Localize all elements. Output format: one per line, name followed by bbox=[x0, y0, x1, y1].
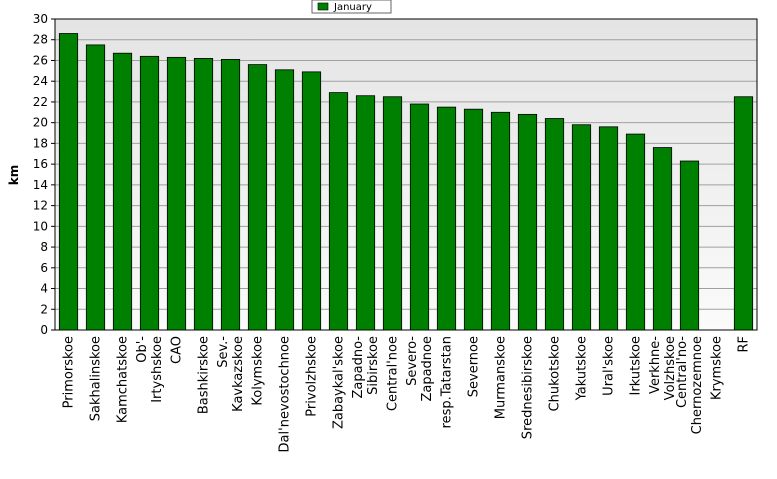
x-tick-label: Srednesibirskoe bbox=[521, 336, 536, 439]
x-tick-label: Severo-Zapadnoe bbox=[405, 336, 435, 402]
y-tick-label: 20 bbox=[33, 116, 48, 130]
bar bbox=[355, 95, 376, 331]
x-tick-label: Yakutskoe bbox=[575, 336, 590, 401]
bar bbox=[436, 106, 457, 331]
x-tick-label: CAO bbox=[170, 336, 185, 364]
bar bbox=[652, 147, 673, 331]
x-tick-label: RF bbox=[737, 336, 752, 353]
x-tick-label: Verkhne-Volzhskoe bbox=[648, 336, 678, 401]
y-tick-label: 28 bbox=[33, 33, 48, 47]
bar bbox=[490, 111, 511, 331]
bar bbox=[247, 64, 268, 331]
x-tick-label: Central'no-Chernozemnoe bbox=[675, 336, 705, 435]
x-tick-label: Irkutskoe bbox=[629, 336, 644, 395]
bar bbox=[517, 113, 538, 331]
legend-swatch bbox=[317, 2, 329, 11]
y-tick-label: 14 bbox=[33, 178, 48, 192]
bar bbox=[193, 57, 214, 331]
y-tick-label: 8 bbox=[40, 240, 48, 254]
y-axis-label: km bbox=[7, 165, 21, 185]
y-tick-label: 22 bbox=[33, 95, 48, 109]
x-tick-label: Bashkirskoe bbox=[197, 336, 212, 414]
bar bbox=[625, 133, 646, 331]
legend: January bbox=[311, 0, 392, 14]
bar bbox=[166, 56, 187, 331]
x-tick-label: Kamchatskoe bbox=[116, 336, 131, 423]
bar bbox=[463, 108, 484, 331]
y-tick-label: 18 bbox=[33, 136, 48, 150]
x-tick-label: Primorskoe bbox=[62, 336, 77, 408]
bar bbox=[409, 103, 430, 331]
x-tick-label: Krymskoe bbox=[710, 336, 725, 400]
x-tick-label: Zapadno-Sibirskoe bbox=[351, 336, 381, 399]
legend-box bbox=[311, 0, 392, 14]
legend-label: January bbox=[333, 2, 372, 13]
x-tick-label: Sakhalinskoe bbox=[89, 336, 104, 421]
bar bbox=[58, 33, 79, 331]
bar bbox=[571, 124, 592, 331]
bar bbox=[139, 55, 160, 331]
y-tick-label: 10 bbox=[33, 219, 48, 233]
y-tick-label: 24 bbox=[33, 74, 48, 88]
y-tick-label: 16 bbox=[33, 157, 48, 171]
y-tick-label: 12 bbox=[33, 199, 48, 213]
y-tick-label: 30 bbox=[33, 12, 48, 26]
x-tick-label: Privolzhskoe bbox=[305, 336, 320, 417]
x-tick-label: Zabaykal'skoe bbox=[332, 336, 347, 429]
y-tick-label: 4 bbox=[40, 282, 48, 296]
x-tick-label: Dal'nevostochnoe bbox=[278, 336, 293, 452]
plot-frame bbox=[54, 18, 758, 331]
x-tick-label: Central'noe bbox=[386, 336, 401, 411]
bar bbox=[544, 118, 565, 331]
y-tick-label: 0 bbox=[40, 323, 48, 337]
y-tick-label: 26 bbox=[33, 53, 48, 67]
bar bbox=[679, 160, 700, 331]
bar bbox=[220, 59, 241, 331]
x-tick-label: resp.Tatarstan bbox=[440, 336, 455, 428]
plot-area bbox=[55, 19, 757, 330]
x-tick-label: Ural'skoe bbox=[602, 336, 617, 396]
x-tick-label: Severnoe bbox=[467, 336, 482, 397]
bar bbox=[328, 92, 349, 331]
bar bbox=[112, 52, 133, 331]
y-tick-label: 6 bbox=[40, 261, 48, 275]
bar bbox=[85, 44, 106, 331]
bar bbox=[301, 71, 322, 331]
x-tick-label: Chukotskoe bbox=[548, 336, 563, 411]
x-tick-label: Ob'-Irtyshskoe bbox=[135, 336, 165, 403]
x-tick-label: Kolymskoe bbox=[251, 336, 266, 406]
y-tick-label: 2 bbox=[40, 302, 48, 316]
x-tick-label: Murmanskoe bbox=[494, 336, 509, 419]
x-tick-label: Sev.-Kavkazskoe bbox=[216, 336, 246, 412]
bar bbox=[382, 96, 403, 331]
bar bbox=[274, 69, 295, 331]
bar bbox=[598, 126, 619, 331]
bar bbox=[733, 96, 754, 331]
